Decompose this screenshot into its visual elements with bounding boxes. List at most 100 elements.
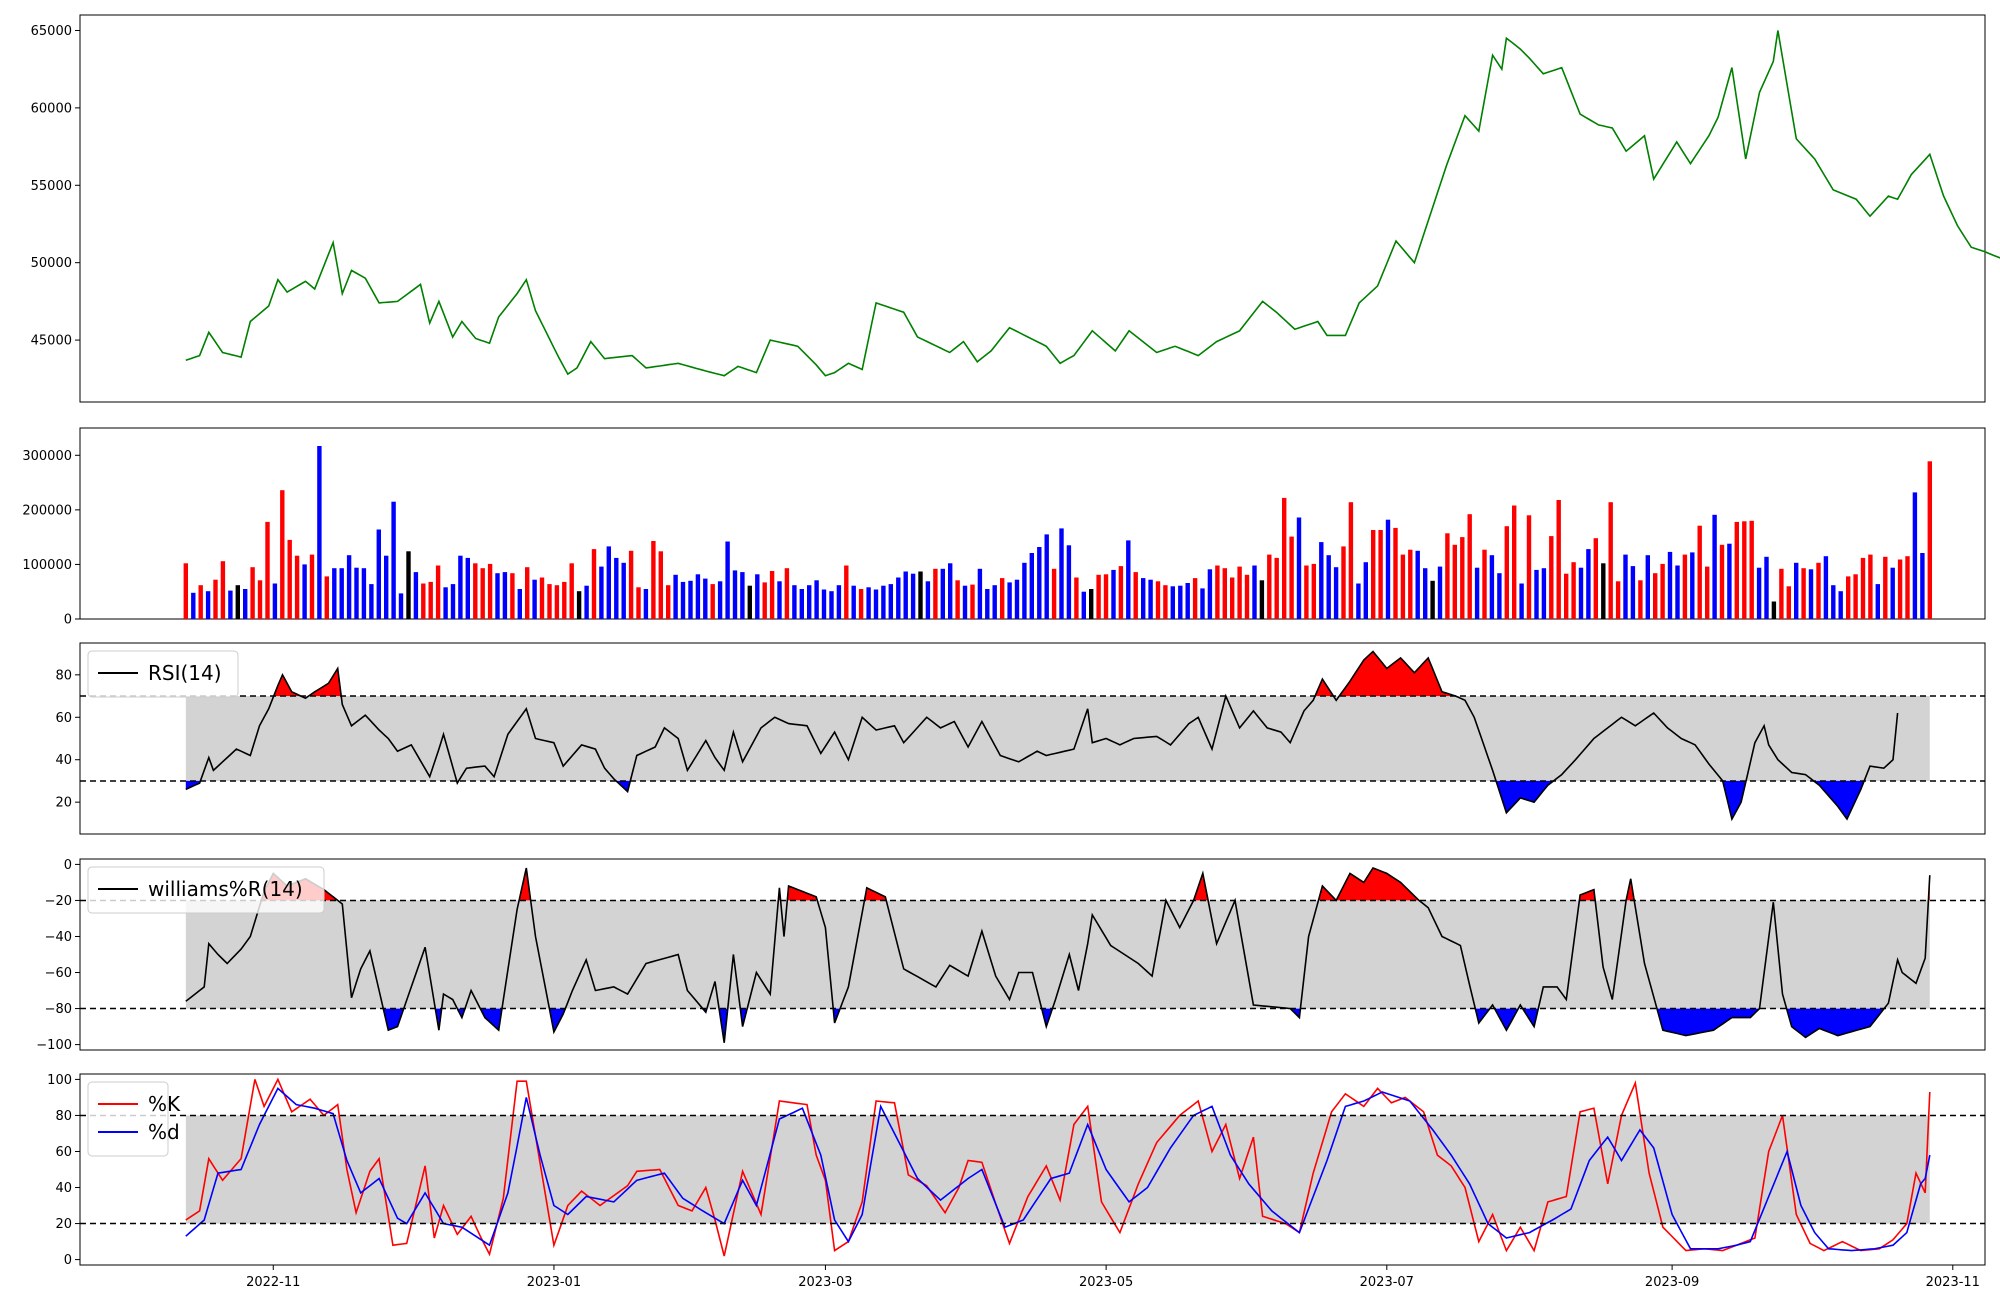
volume-bar [502,572,508,619]
volume-bar [658,551,663,619]
volume-bar [814,580,819,619]
volume-bar [443,587,448,619]
volume-bar [1133,572,1138,619]
y-tick-label: 20 [55,1217,72,1232]
volume-bar [970,584,975,619]
volume-bar [680,581,686,619]
volume-bar [1274,557,1279,619]
volume-bar [910,573,916,619]
volume-bar [339,568,344,619]
volume-bar [1237,566,1242,619]
oversold-fill [383,1008,404,1031]
volume-bar [435,565,441,619]
volume-bar [807,585,812,619]
volume-bar [599,566,604,619]
volume-bar [1638,580,1643,619]
volume-bar [881,585,886,619]
y-tick-label: 20 [55,796,72,811]
volume-bar [821,589,827,619]
oversold-fill [1496,780,1554,813]
volume-bar [1089,589,1094,619]
volume-bar [1437,566,1443,619]
volume-bar [1230,577,1235,619]
volume-bar [309,554,315,619]
volume-bar [695,574,701,619]
legend-box [87,866,325,914]
y-tick-label: 100000 [22,558,72,573]
volume-bar [1615,581,1621,619]
volume-bar [1890,567,1895,619]
volume-bar [903,571,908,619]
y-tick-label: 65000 [31,24,72,39]
volume-bar [421,583,426,619]
volume-bar [1267,554,1272,619]
volume-bar [220,561,226,619]
volume-bar [1853,574,1858,619]
price-line [185,30,2000,377]
volume-bar [1875,584,1880,619]
volume-bar [398,593,404,619]
volume-bar [710,584,715,619]
volume-bar [769,571,775,619]
volume-bar [1014,579,1020,619]
volume-bar [1356,583,1361,619]
volume-bar [1423,568,1428,619]
overbought-fill [519,868,531,901]
volume-bar [933,568,938,619]
volume-bar [784,568,790,619]
volume-bar [1697,525,1702,619]
volume-bar [1467,514,1472,619]
volume-bar [1378,530,1383,619]
y-tick-label: −60 [45,966,72,981]
volume-bar [265,521,270,619]
volume-bar [1282,497,1287,619]
oversold-fill [480,1008,502,1031]
volume-bar [1504,526,1509,619]
volume-bar [1534,569,1539,619]
volume-bar [354,567,359,619]
volume-bar [1749,520,1754,619]
volume-bar [1690,552,1695,619]
y-tick-label: 80 [55,1109,72,1124]
y-tick-label: 0 [64,613,72,628]
volume-bar [287,539,292,619]
volume-bar [747,585,752,619]
volume-bar [302,564,307,619]
volume-bar [1096,574,1101,619]
volume-bar [1170,586,1175,619]
volume-bar [510,573,515,619]
volume-bar [346,555,352,619]
x-tick-label: 2023-09 [1645,1275,1699,1290]
legend-box [87,1081,169,1157]
volume-bar [554,585,560,619]
panel-frame [79,14,1986,403]
volume-bar [1163,585,1168,619]
volume-bar [1667,551,1673,619]
volume-bar [1289,536,1294,619]
overbought-fill [1193,873,1209,901]
panel-frame [79,1073,1986,1266]
volume-bar [866,587,871,619]
volume-bar [740,572,745,619]
volume-bar [272,583,278,619]
volume-bar [428,581,433,619]
y-tick-label: 55000 [31,179,72,194]
volume-bar [1727,543,1732,619]
volume-bar [1712,514,1717,619]
volume-bar [1564,573,1569,619]
volume-bar [873,589,879,619]
volume-bar [1103,574,1109,619]
volume-bar [1586,549,1591,619]
d-line [185,1087,1931,1252]
volume-bar [1215,565,1220,619]
volume-bar [1786,586,1791,619]
x-tick-label: 2022-11 [246,1275,300,1290]
oversold-fill [719,1008,728,1043]
volume-bar [717,581,723,619]
volume-bar [792,585,797,619]
volume-bar [250,567,255,619]
x-tick-label: 2023-05 [1079,1275,1133,1290]
k-line [185,1077,1931,1257]
y-tick-label: 60 [55,1145,72,1160]
